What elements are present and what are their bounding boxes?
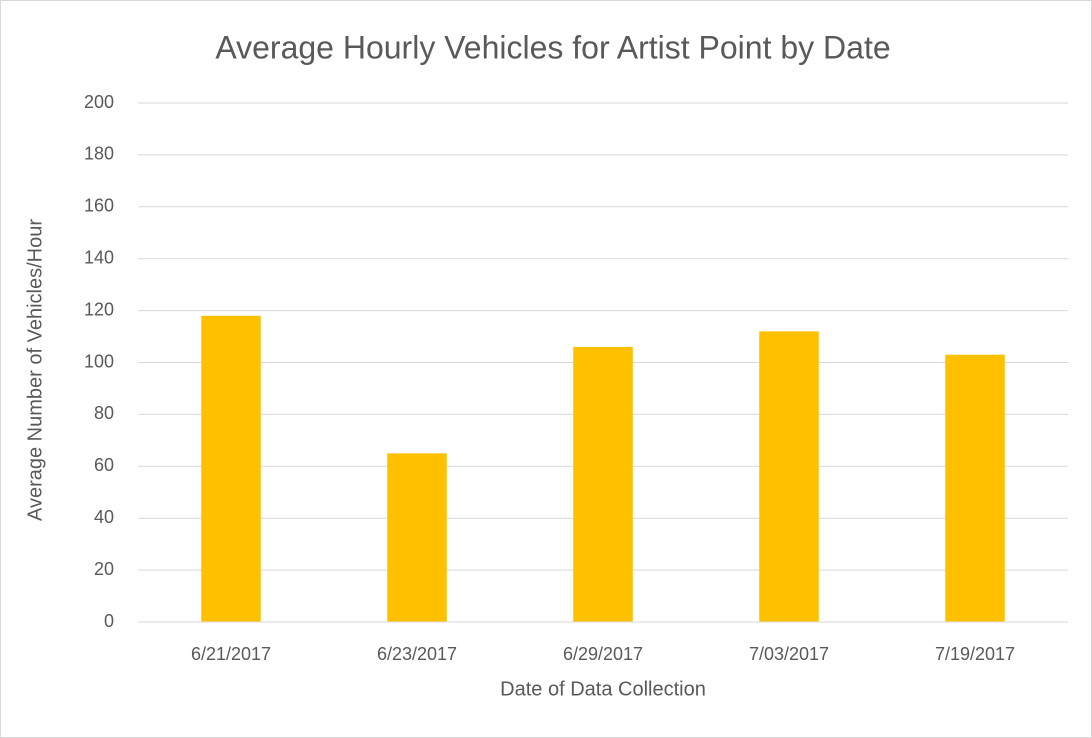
y-tick-label: 160 xyxy=(84,196,114,216)
chart-title: Average Hourly Vehicles for Artist Point… xyxy=(215,29,890,65)
bar xyxy=(201,315,261,622)
y-axis-title: Average Number of Vehicles/Hour xyxy=(24,219,46,521)
y-tick-label: 100 xyxy=(84,351,114,371)
x-tick-label: 7/19/2017 xyxy=(935,644,1015,664)
x-tick-label: 6/29/2017 xyxy=(563,644,643,664)
y-tick-label: 80 xyxy=(94,403,114,423)
bar xyxy=(945,354,1005,622)
y-tick-label: 140 xyxy=(84,247,114,267)
bar xyxy=(387,453,447,622)
y-tick-label: 200 xyxy=(84,92,114,112)
x-tick-label: 6/23/2017 xyxy=(377,644,457,664)
x-axis-title: Date of Data Collection xyxy=(500,678,706,700)
x-tick-label: 6/21/2017 xyxy=(191,644,271,664)
y-tick-label: 120 xyxy=(84,299,114,319)
bar xyxy=(573,346,633,622)
y-tick-label: 60 xyxy=(94,455,114,475)
y-tick-label: 40 xyxy=(94,507,114,527)
x-tick-label: 7/03/2017 xyxy=(749,644,829,664)
y-tick-label: 20 xyxy=(94,559,114,579)
y-tick-label: 180 xyxy=(84,144,114,164)
bar xyxy=(759,331,819,622)
y-tick-label: 0 xyxy=(104,611,114,631)
